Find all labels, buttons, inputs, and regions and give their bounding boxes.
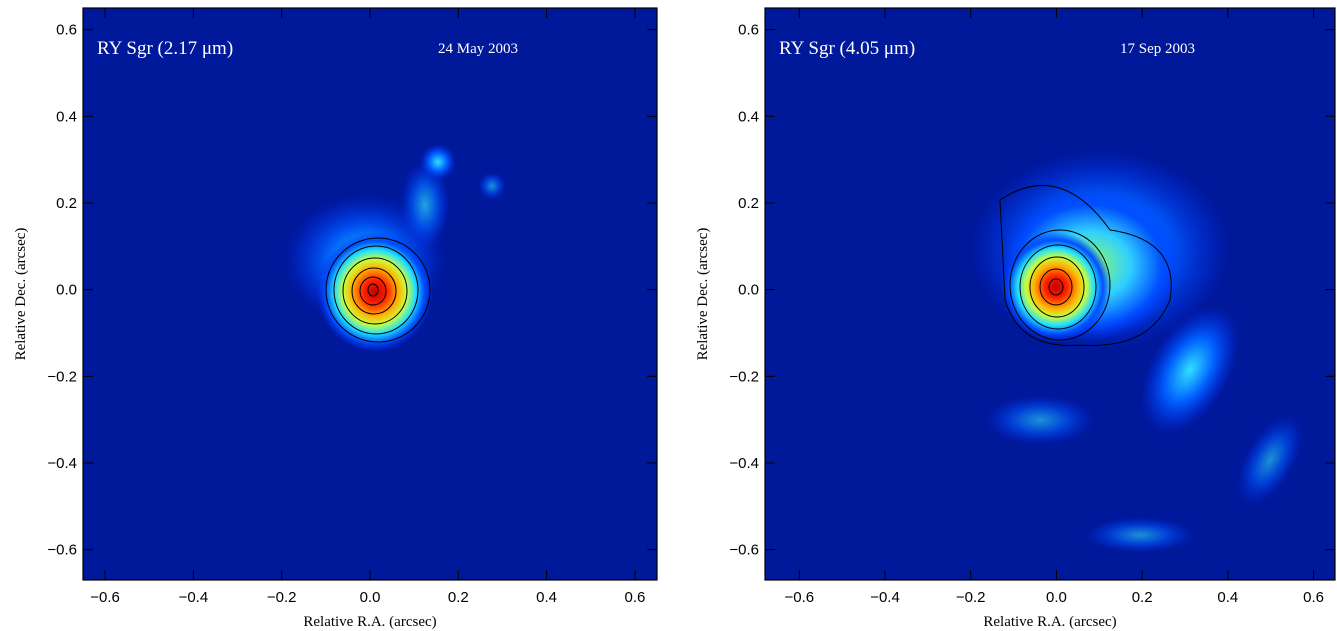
x-axis-label: Relative R.A. (arcsec) — [303, 614, 436, 630]
y-tick-label: 0.0 — [56, 282, 77, 299]
panel-date: 17 Sep 2003 — [1120, 41, 1195, 57]
x-tick-label: 0.2 — [448, 589, 469, 606]
y-tick-label: 0.0 — [738, 282, 759, 299]
x-axis-label: Relative R.A. (arcsec) — [983, 614, 1116, 630]
x-tick-label: 0.6 — [1303, 589, 1324, 606]
x-tick-label: −0.4 — [870, 589, 900, 606]
x-tick-label: 0.4 — [1217, 589, 1238, 606]
y-tick-label: 0.6 — [56, 22, 77, 39]
x-tick-label: −0.6 — [90, 589, 120, 606]
image-left — [83, 8, 657, 580]
x-tick-label: 0.0 — [1046, 589, 1067, 606]
y-tick-label: 0.2 — [738, 195, 759, 212]
panel-title: RY Sgr (2.17 μm) — [97, 38, 233, 59]
y-tick-label: −0.4 — [47, 455, 77, 472]
axes-layer: −0.6 −0.4 −0.2 0.0 0.2 0.4 0.6 −0.6 −0.4 −0.2 0.0 0… — [13, 7, 1336, 630]
x-tick-label: 0.6 — [624, 589, 645, 606]
x-tick-label: −0.4 — [179, 589, 209, 606]
x-tick-label: 0.4 — [536, 589, 557, 606]
y-axis-label: Relative Dec. (arcsec) — [13, 228, 29, 361]
panel-date: 24 May 2003 — [438, 41, 518, 57]
y-tick-label: −0.6 — [729, 542, 759, 559]
x-tick-label: −0.2 — [267, 589, 297, 606]
y-tick-label: −0.2 — [47, 368, 77, 385]
x-tick-label: 0.0 — [360, 589, 381, 606]
y-tick-label: 0.4 — [738, 108, 759, 125]
y-tick-label: −0.2 — [729, 368, 759, 385]
y-axis-label: Relative Dec. (arcsec) — [695, 228, 711, 361]
image-right — [765, 8, 1335, 580]
y-tick-label: 0.2 — [56, 195, 77, 212]
y-tick-label: 0.4 — [56, 108, 77, 125]
y-tick-label: −0.4 — [729, 455, 759, 472]
x-tick-label: −0.2 — [956, 589, 986, 606]
y-tick-label: −0.6 — [47, 542, 77, 559]
plot-frame — [764, 7, 1336, 581]
x-tick-label: 0.2 — [1132, 589, 1153, 606]
panel-title: RY Sgr (4.05 μm) — [779, 38, 915, 59]
y-tick-label: 0.6 — [738, 22, 759, 39]
x-tick-label: −0.6 — [784, 589, 814, 606]
